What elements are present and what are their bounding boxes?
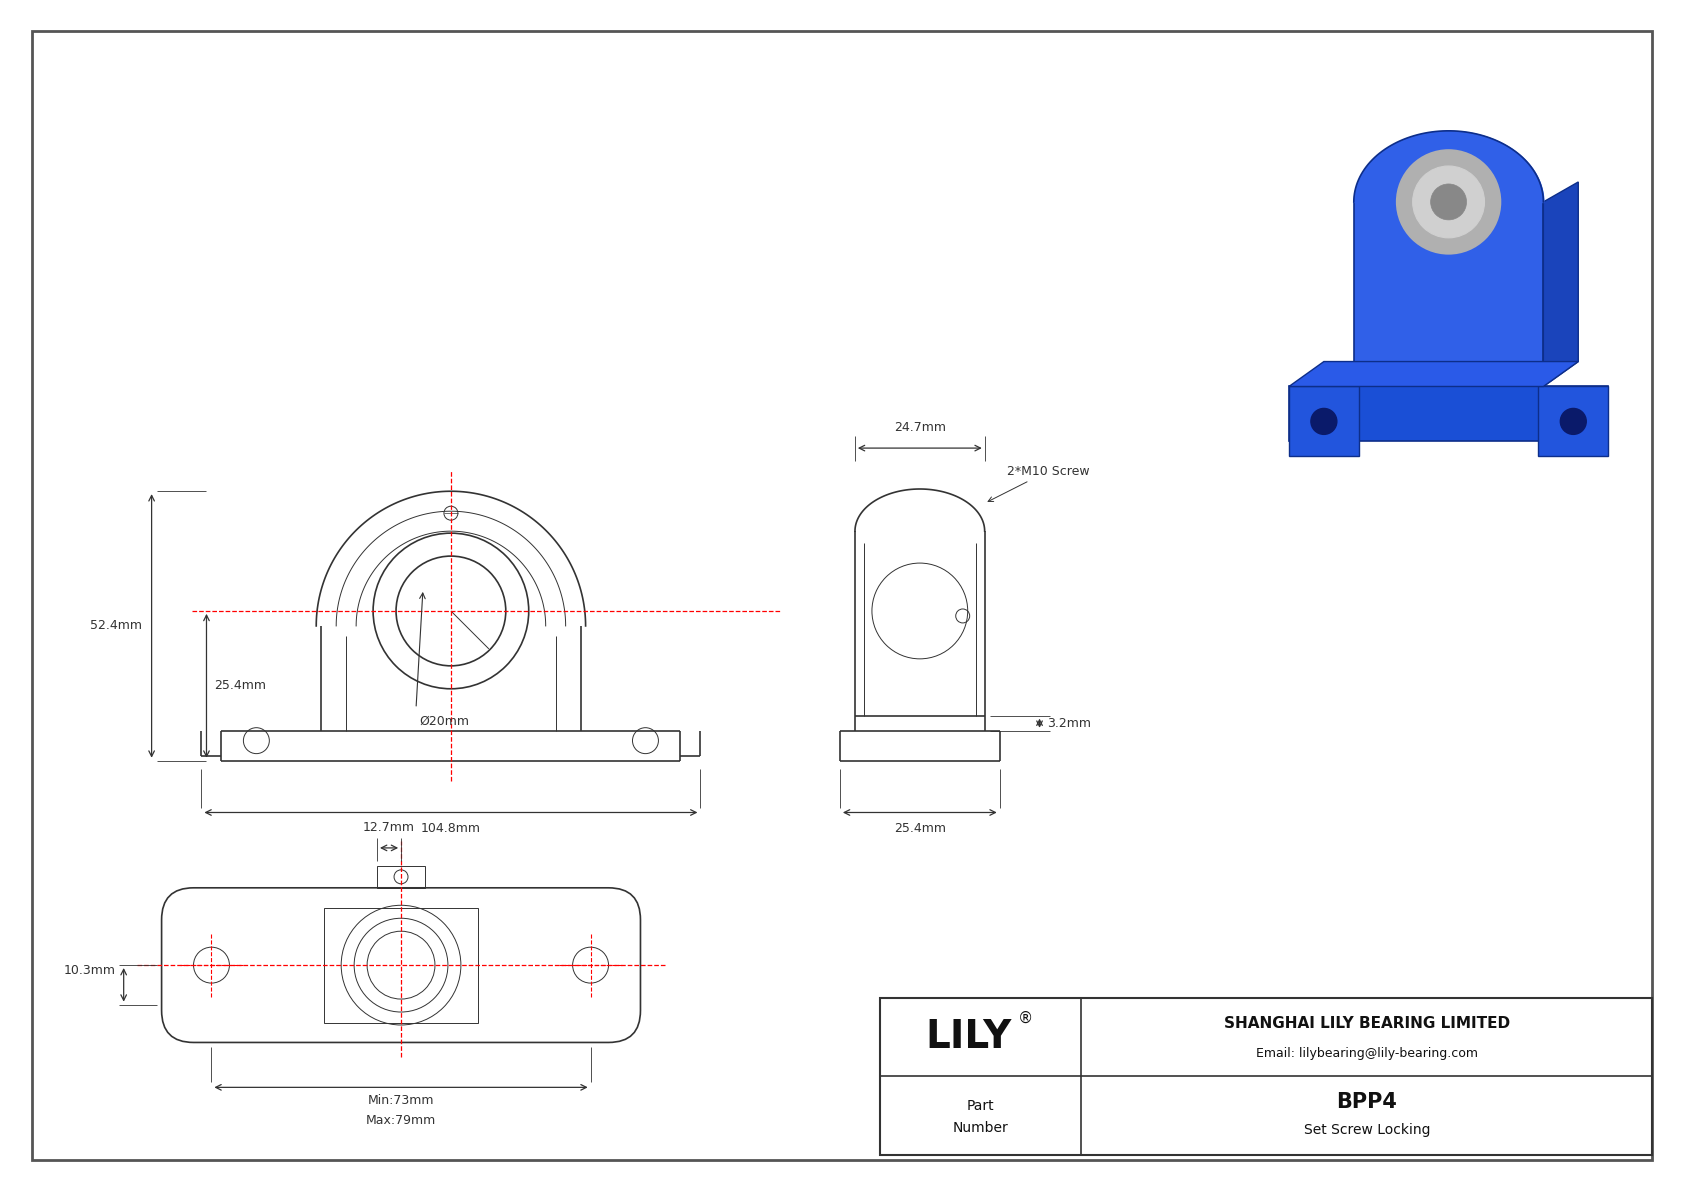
Circle shape bbox=[1431, 183, 1467, 220]
Text: 3.2mm: 3.2mm bbox=[1047, 717, 1091, 730]
Text: Part: Part bbox=[967, 1098, 995, 1112]
Polygon shape bbox=[1288, 362, 1578, 387]
Text: 25.4mm: 25.4mm bbox=[214, 679, 266, 692]
Text: 104.8mm: 104.8mm bbox=[421, 823, 482, 835]
Text: LILY: LILY bbox=[926, 1018, 1012, 1056]
Text: Email: lilybearing@lily-bearing.com: Email: lilybearing@lily-bearing.com bbox=[1256, 1047, 1479, 1060]
Bar bbox=[1288, 387, 1608, 442]
Text: Max:79mm: Max:79mm bbox=[365, 1115, 436, 1128]
Polygon shape bbox=[1543, 182, 1578, 387]
Bar bbox=[1354, 202, 1543, 387]
Circle shape bbox=[1413, 166, 1485, 238]
Text: 52.4mm: 52.4mm bbox=[89, 619, 141, 632]
Circle shape bbox=[1310, 409, 1337, 435]
Bar bbox=[1288, 387, 1359, 456]
Circle shape bbox=[1561, 409, 1586, 435]
Text: SHANGHAI LILY BEARING LIMITED: SHANGHAI LILY BEARING LIMITED bbox=[1224, 1016, 1511, 1030]
Bar bbox=[377, 866, 424, 887]
Text: Number: Number bbox=[953, 1121, 1009, 1135]
Text: 2*M10 Screw: 2*M10 Screw bbox=[989, 464, 1090, 501]
Text: 24.7mm: 24.7mm bbox=[894, 422, 946, 435]
Text: 25.4mm: 25.4mm bbox=[894, 823, 946, 835]
Text: BPP4: BPP4 bbox=[1337, 1092, 1398, 1111]
Circle shape bbox=[1396, 150, 1500, 254]
Bar bbox=[881, 998, 1652, 1155]
Text: 12.7mm: 12.7mm bbox=[364, 821, 414, 834]
Text: ®: ® bbox=[1017, 1011, 1034, 1025]
Bar bbox=[323, 908, 478, 1023]
Text: Min:73mm: Min:73mm bbox=[367, 1095, 434, 1108]
Text: Set Screw Locking: Set Screw Locking bbox=[1303, 1122, 1430, 1136]
Text: Ø20mm: Ø20mm bbox=[419, 715, 468, 728]
Text: 10.3mm: 10.3mm bbox=[64, 964, 116, 977]
Bar bbox=[1539, 387, 1608, 456]
